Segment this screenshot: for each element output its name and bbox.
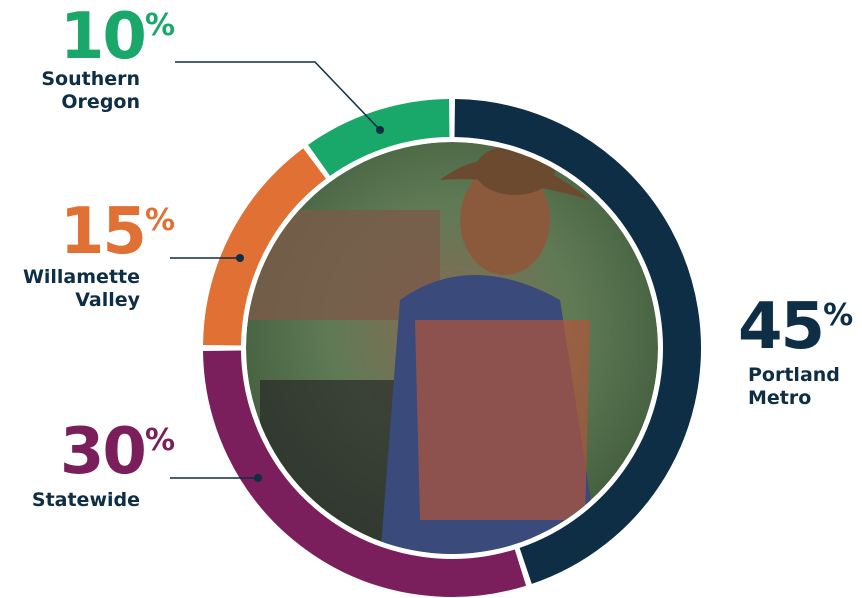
value-label: 10% bbox=[60, 0, 175, 74]
chart: 45%PortlandMetro 30%Statewide 15%Willamett… bbox=[0, 0, 862, 598]
value-label: 15% bbox=[60, 195, 175, 269]
leader-dot bbox=[376, 126, 384, 134]
value-label: 45% bbox=[738, 290, 853, 364]
leader-dot bbox=[236, 254, 244, 262]
leader-dot bbox=[254, 474, 262, 482]
leader-line bbox=[175, 62, 380, 130]
value-label: 30% bbox=[60, 415, 175, 489]
category-label: Statewide bbox=[32, 489, 140, 511]
